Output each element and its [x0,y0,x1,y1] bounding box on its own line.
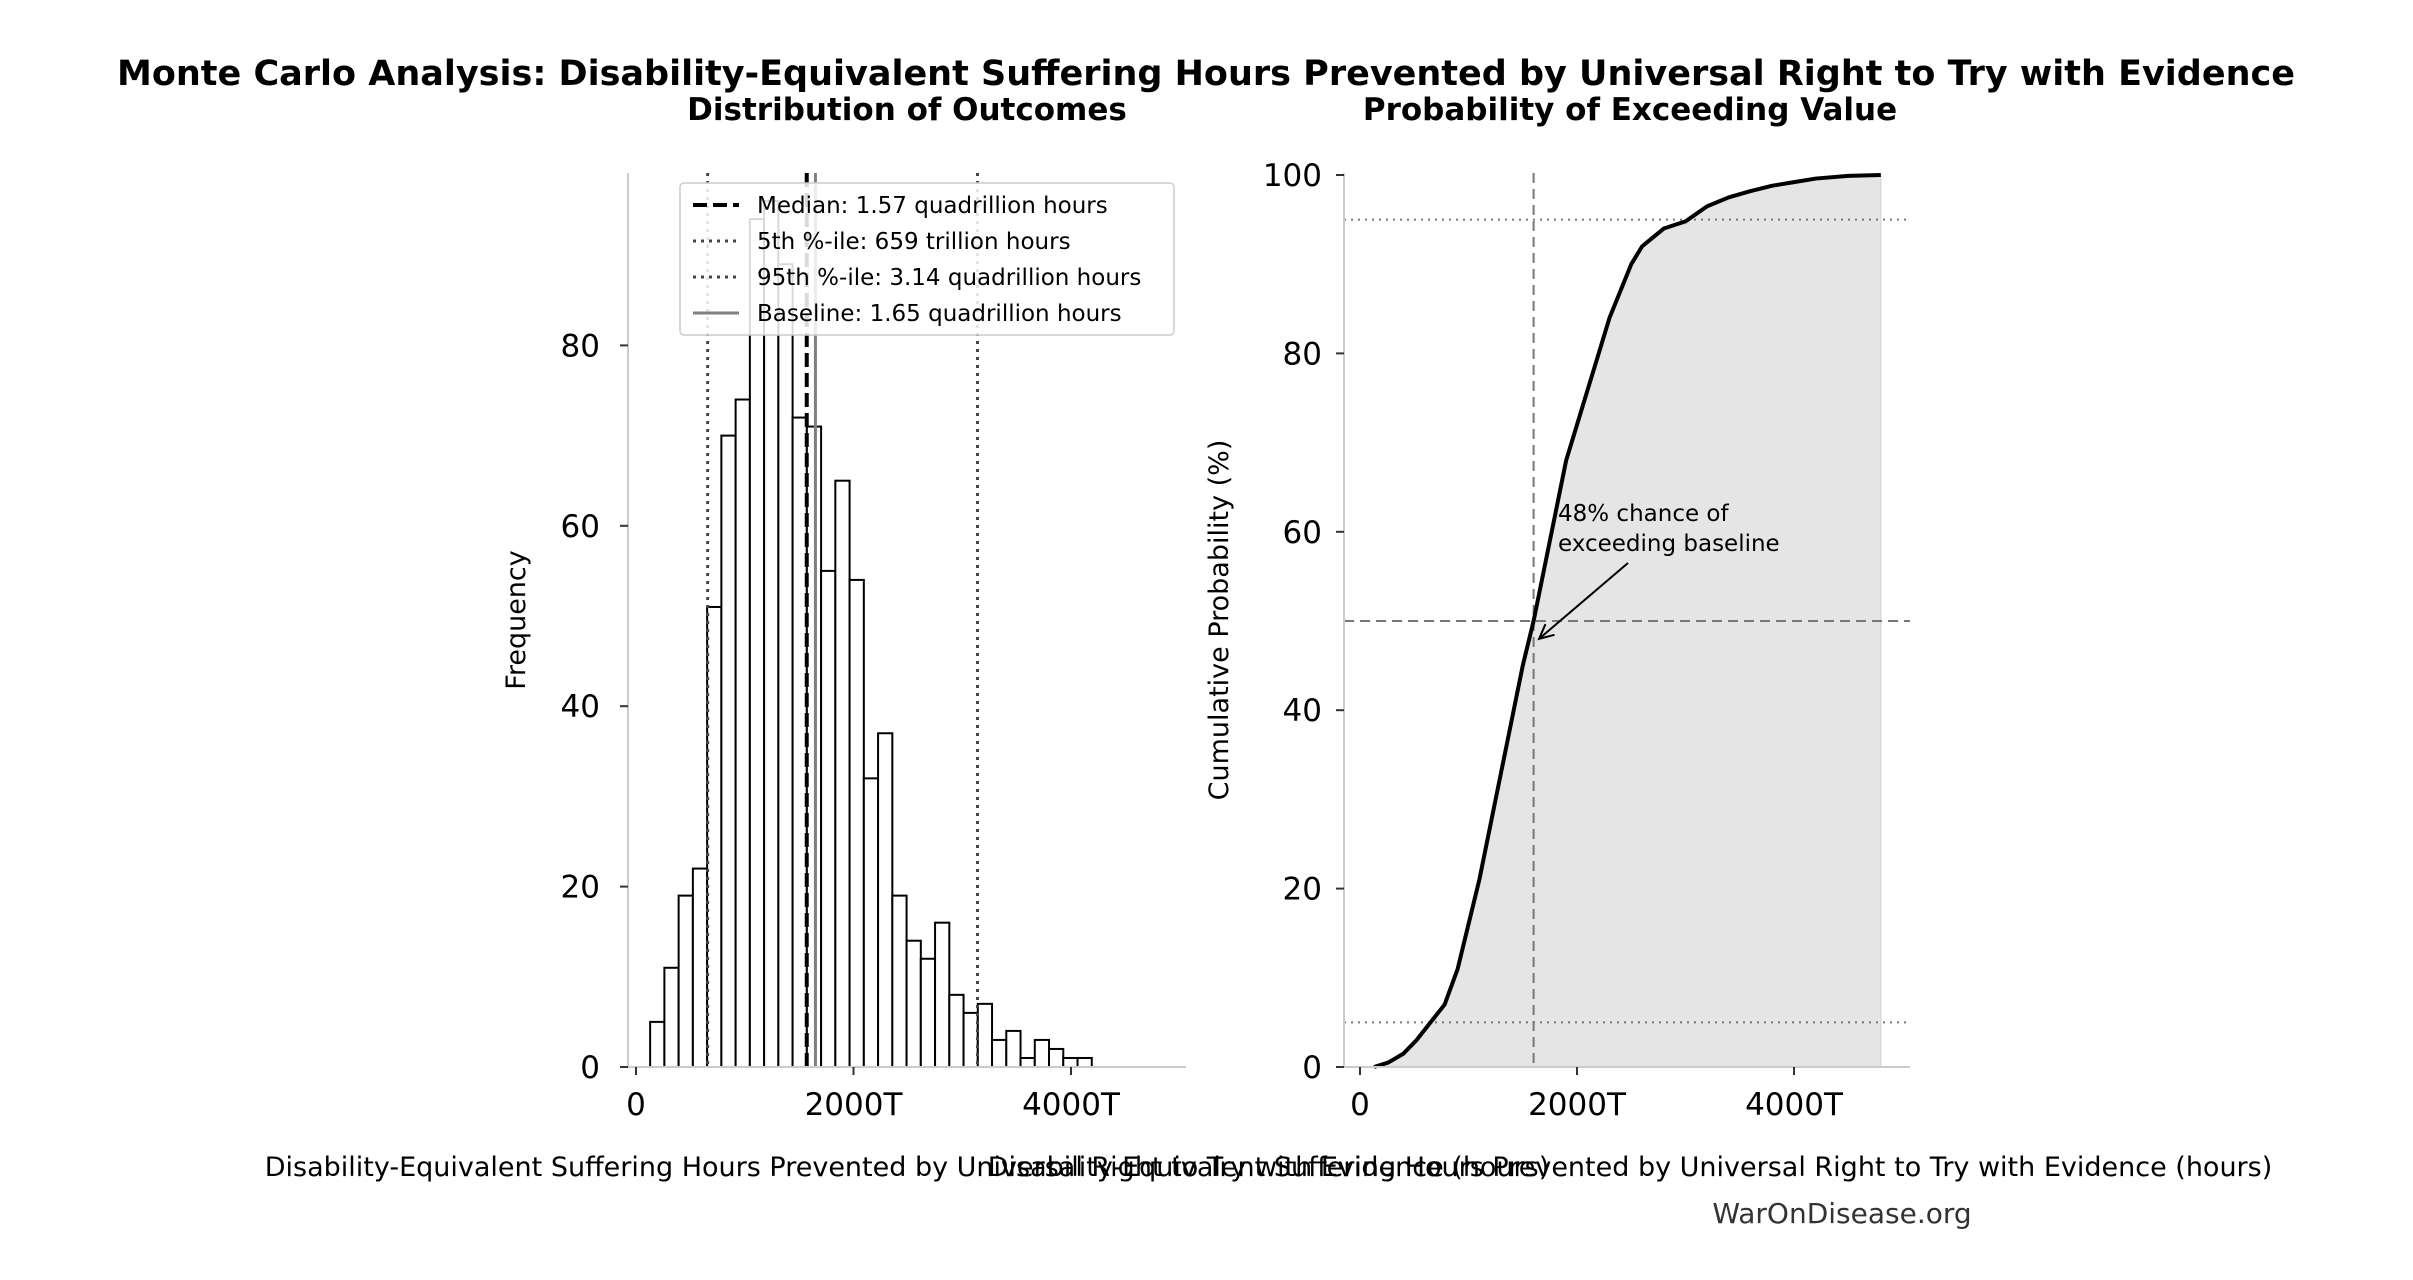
histogram-bar [976,1002,994,1068]
histogram-bar [706,605,723,1068]
histogram-title: Distribution of Outcomes [687,92,1127,128]
histogram-bar [777,263,794,1069]
legend-item-median: Median: 1.57 quadrillion hours [757,193,1108,219]
x-tick-label: 2000T [805,1087,904,1123]
legend-item-baseline: Baseline: 1.65 quadrillion hours [757,301,1122,327]
histogram-bar [848,578,865,1068]
histogram-bar [991,1038,1008,1068]
annotation-arrow-head [1537,623,1555,641]
x-tick-label: 0 [626,1087,646,1123]
legend-item-p5: 5th %-ile: 659 trillion hours [757,229,1071,255]
histogram-bar [948,993,965,1069]
histogram-legend: Median: 1.57 quadrillion hours 5th %-ile… [679,182,1175,336]
histogram-x-ticks: 0 2000T 4000T [626,1067,1121,1123]
x-tick-label: 0 [1350,1087,1370,1123]
histogram-bar [734,398,751,1068]
histogram-bar [877,732,894,1068]
cdf-line-path [1373,173,1881,1069]
annotation-text-line2: exceeding baseline [1558,531,1780,557]
histogram-bar [1048,1047,1065,1068]
x-tick-label: 4000T [1745,1087,1844,1123]
y-tick-label: 60 [1283,515,1322,551]
histogram-bar [649,1020,666,1069]
cdf-shaded-area [1373,174,1882,1068]
legend-item-p95: 95th %-ile: 3.14 quadrillion hours [757,265,1141,291]
histogram-bar [934,921,951,1068]
cdf-curve [1373,173,1881,1069]
histogram-bar [748,218,766,1068]
histogram-bar [834,479,851,1068]
y-tick-label: 100 [1263,158,1322,194]
histogram-bar [1076,1056,1093,1068]
cdf-x-label: Disability-Equivalent Suffering Hours Pr… [988,1152,2273,1183]
histogram-bar [663,966,680,1069]
histogram-bar [820,569,837,1069]
histogram-bar [1005,1029,1022,1069]
cdf-y-label: Cumulative Probability (%) [1204,440,1235,801]
annotation-arrow-shaft [1538,562,1629,640]
x-tick-label: 2000T [1528,1087,1627,1123]
histogram-x-label: Disability-Equivalent Suffering Hours Pr… [265,1152,1550,1183]
y-tick-label: 20 [1283,872,1322,908]
credit-text: WarOnDisease.org [1712,1197,1971,1230]
histogram-bar [1019,1056,1036,1068]
histogram-bar [891,894,908,1068]
y-tick-label: 80 [561,328,600,364]
cdf-x-ticks: 0 2000T 4000T [1350,1067,1844,1123]
figure-title: Monte Carlo Analysis: Disability-Equival… [117,54,2295,94]
histogram-bar [691,867,709,1068]
cdf-annotation: 48% chance of exceeding baseline [1537,501,1780,641]
histogram-bar [677,894,694,1068]
y-tick-label: 40 [1283,693,1322,729]
histogram-bar [862,777,880,1068]
cdf-guide-lines [1344,173,1910,1067]
histogram-bar [905,939,922,1068]
y-tick-label: 0 [580,1050,600,1086]
histogram-y-ticks: 0 20 40 60 80 [561,328,628,1086]
y-tick-label: 60 [561,509,600,545]
x-tick-label: 4000T [1022,1087,1121,1123]
histogram-bar [1062,1056,1079,1068]
legend-frame [679,182,1175,336]
histogram-bar [791,416,808,1068]
cdf-y-ticks: 0 20 40 60 80 100 [1263,158,1344,1086]
histogram-y-label: Frequency [501,550,532,690]
y-tick-label: 0 [1302,1050,1322,1086]
histogram-bar [720,434,737,1069]
histogram-bar [962,1011,979,1069]
cdf-title: Probability of Exceeding Value [1363,92,1897,128]
cdf-area-fill [1373,174,1882,1068]
annotation-text-line1: 48% chance of [1558,501,1730,527]
histogram-bar [919,957,937,1069]
histogram-bar [1033,1038,1051,1068]
cdf-panel: Probability of Exceeding Value 0 20 40 60 80… [988,92,2273,1183]
y-tick-label: 40 [561,689,600,725]
y-tick-label: 80 [1283,336,1322,372]
y-tick-label: 20 [561,870,600,906]
